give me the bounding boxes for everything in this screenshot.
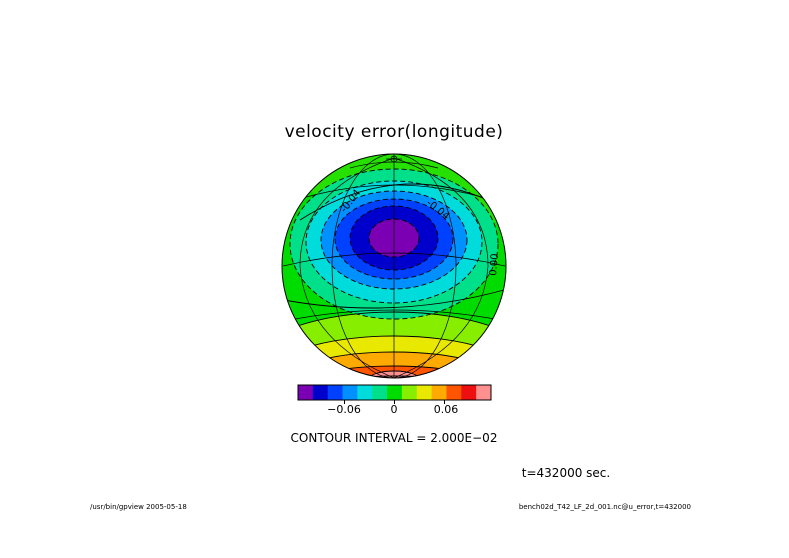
colorbar-cell xyxy=(298,385,314,400)
colorbar-cell xyxy=(327,385,343,400)
footer-right: bench02d_T42_LF_2d_001.nc@u_error,t=4320… xyxy=(519,503,691,511)
colorbar-cell xyxy=(431,385,447,400)
colorbar-tick-label: 0 xyxy=(391,403,398,416)
colorbar-cell xyxy=(387,385,403,400)
graticule-parallels xyxy=(282,161,506,321)
colorbar-cell xyxy=(312,385,329,400)
contour-label-east: 0.00 xyxy=(488,253,501,276)
colorbar-tick-label: 0.06 xyxy=(434,403,459,416)
plot-title: velocity error(longitude) xyxy=(285,122,504,142)
colorbar-cell xyxy=(461,385,477,400)
colorbar-ticks xyxy=(344,400,445,404)
colorbar: −0.06 0 0.06 xyxy=(297,384,492,416)
pole-marker xyxy=(386,155,402,163)
colorbar-cell xyxy=(357,385,373,400)
globe-outline xyxy=(281,153,507,379)
colorbar-cell xyxy=(372,385,388,400)
colorbar-cell xyxy=(416,385,433,400)
colorbar-cell xyxy=(476,385,492,400)
colorbar-cell xyxy=(401,385,418,400)
colorbar-tick-label: −0.06 xyxy=(327,403,361,416)
colorbar-cell xyxy=(446,385,462,400)
time-label: t=432000 sec. xyxy=(522,466,610,480)
footer-left: /usr/bin/gpview 2005-05-18 xyxy=(90,503,187,511)
graticule-meridians xyxy=(299,154,489,378)
contour-interval-label: CONTOUR INTERVAL = 2.000E−02 xyxy=(291,431,498,445)
colorbar-cell xyxy=(342,385,358,400)
